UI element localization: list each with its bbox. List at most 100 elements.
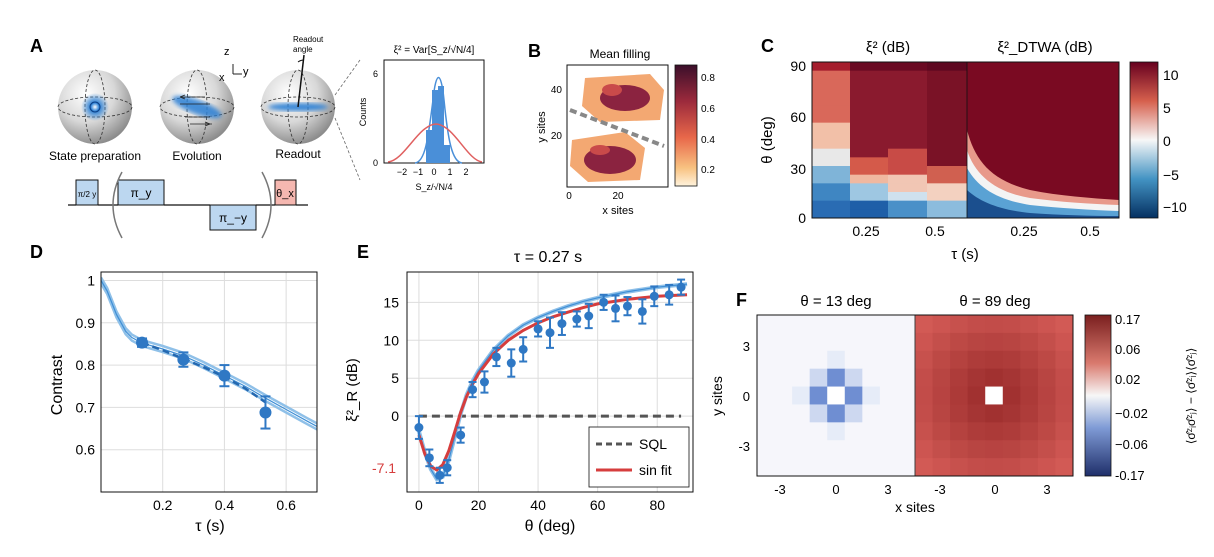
correlation-cell: [985, 422, 1004, 441]
heatmap-cell: [888, 209, 927, 219]
heatmap-cell: [927, 148, 967, 158]
data-point: [599, 297, 609, 307]
correlation-cell: [1037, 350, 1056, 370]
correlation-cell: [1020, 368, 1039, 388]
correlation-cell: [774, 458, 793, 477]
legend-sql: SQL: [639, 436, 667, 452]
correlation-cell: [897, 350, 916, 370]
data-point: [435, 470, 445, 480]
heatmap-cell: [812, 96, 850, 106]
histogram-xtick: 1: [447, 167, 452, 177]
heatmap-cell: [850, 122, 888, 132]
sphere-label-state-preparation: State preparation: [49, 149, 141, 163]
panel-c-xtick: 0.5: [1080, 223, 1100, 239]
theory-band-upper: [101, 276, 317, 425]
correlation-cell: [1037, 386, 1056, 405]
correlation-cell: [915, 458, 934, 477]
panel-d-ylabel: Contrast: [49, 354, 66, 415]
correlation-cell: [879, 332, 898, 352]
heatmap-cell: [888, 105, 927, 115]
correlation-cell: [757, 368, 776, 388]
panel-e-legend: SQL sin fit: [588, 426, 690, 488]
heatmap-cell: [850, 114, 888, 124]
panel-f-title-left: θ = 13 deg: [800, 293, 871, 310]
heatmap-cell: [927, 174, 967, 184]
correlation-cell: [897, 440, 916, 459]
correlation-cell: [827, 315, 846, 334]
correlation-cell: [879, 350, 898, 370]
correlation-cell: [827, 350, 846, 370]
correlation-cell: [932, 350, 951, 370]
correlation-cell: [792, 315, 811, 334]
heatmap-cell: [888, 114, 927, 124]
correlation-cell: [950, 332, 969, 352]
heatmap-cell: [850, 96, 888, 106]
bloch-sphere-evolution: [159, 69, 235, 145]
panel-letter: C: [761, 36, 774, 56]
correlation-cell: [1020, 458, 1039, 477]
heatmap-cell: [927, 105, 967, 115]
panel-d-ticks: 0.2 0.4 0.6 1 0.9 0.8 0.7 0.6: [76, 272, 297, 513]
histogram-xtick: −2: [397, 167, 407, 177]
data-point: [506, 358, 516, 368]
heatmap-cell: [888, 192, 927, 202]
panel-f-ytick: -3: [738, 439, 750, 454]
heatmap-cell: [812, 140, 850, 150]
histogram-xtick: 2: [463, 167, 468, 177]
heatmap-cell: [888, 183, 927, 193]
correlation-cell: [985, 368, 1004, 388]
correlation-cell: [1055, 368, 1074, 388]
heatmap-cell: [812, 131, 850, 141]
panel-f-ylabel: y sites: [709, 376, 725, 416]
correlation-cell: [844, 368, 863, 388]
y-tick-label: 0.8: [76, 357, 96, 373]
correlation-cell: [844, 404, 863, 423]
correlation-cell: [827, 368, 846, 388]
data-point: [424, 453, 434, 463]
heatmap-cell: [927, 88, 967, 98]
panel-c-title-left: ξ² (dB): [866, 39, 910, 56]
panel-e-ticks: 0 20 40 60 80 15 10 5 0: [383, 294, 665, 513]
correlation-cell: [792, 350, 811, 370]
correlation-cell: [844, 386, 863, 405]
heatmap-cell: [812, 79, 850, 89]
correlation-cell: [757, 422, 776, 441]
heatmap-cell: [812, 183, 850, 193]
correlation-cell: [809, 315, 828, 334]
heatmap-cell: [850, 105, 888, 115]
data-point: [442, 463, 452, 473]
correlation-cell: [792, 440, 811, 459]
correlation-cell: [1055, 440, 1074, 459]
heatmap-cell: [812, 166, 850, 176]
panel-b-cbar-tick: 0.8: [701, 73, 715, 84]
correlation-cell: [932, 332, 951, 352]
correlation-cell: [809, 458, 828, 477]
panel-c-colorbar: [1129, 61, 1159, 219]
panel-c-ytick: 90: [790, 58, 806, 74]
correlation-cell: [1020, 404, 1039, 423]
panel-e-ylabel: ξ²_R (dB): [344, 358, 361, 421]
correlation-cell: [862, 404, 881, 423]
data-point: [584, 311, 594, 321]
pulse-pi-half-y: [75, 179, 99, 206]
correlation-cell: [915, 440, 934, 459]
correlation-cell: [792, 332, 811, 352]
x-tick-label: 60: [590, 497, 606, 513]
y-tick-label: 1: [87, 272, 95, 288]
heatmap-cell: [850, 209, 888, 219]
heatmap-cell: [888, 148, 927, 158]
correlation-cell: [932, 315, 951, 334]
panel-c-ylabel: θ (deg): [759, 116, 776, 164]
correlation-cell: [757, 386, 776, 405]
pulse-pi-y: [117, 179, 165, 206]
data-point: [259, 406, 272, 419]
correlation-cell: [915, 422, 934, 441]
panel-f-title-right: θ = 89 deg: [959, 293, 1030, 310]
correlation-cell: [967, 386, 986, 405]
panel-c-cbar-tick: 10: [1163, 67, 1179, 83]
panel-b-cbar-tick: 0.4: [701, 135, 715, 146]
correlation-cell: [1002, 315, 1021, 334]
heatmap-cell: [812, 157, 850, 167]
data-point: [545, 328, 555, 338]
panel-e-plot: [414, 278, 688, 484]
